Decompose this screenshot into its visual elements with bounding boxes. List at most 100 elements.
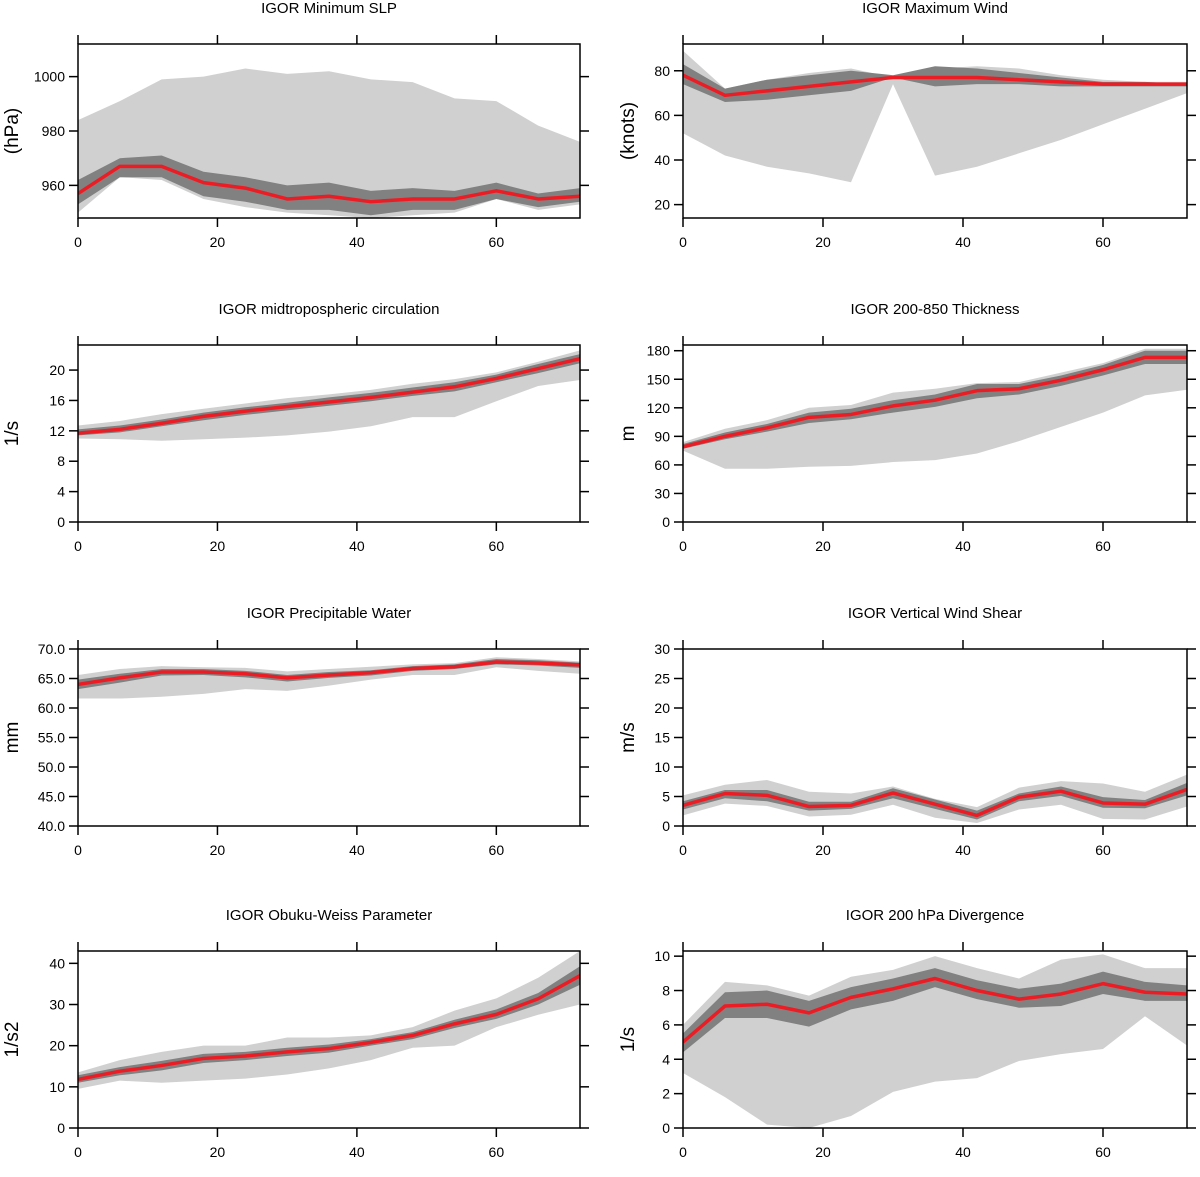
- x-tick-label: 60: [1095, 1144, 1111, 1160]
- x-tick-label: 20: [815, 234, 831, 250]
- y-axis-label: (hPa): [2, 108, 23, 154]
- plot-area: [78, 68, 580, 218]
- chart-title: IGOR 200 hPa Divergence: [846, 907, 1024, 924]
- x-tick-label: 60: [1095, 842, 1111, 858]
- y-tick-label: 10: [654, 759, 670, 775]
- x-tick-label: 40: [349, 234, 365, 250]
- plot-frame: [682, 43, 1188, 219]
- x-tick-label: 20: [210, 842, 226, 858]
- x-tick-label: 60: [1095, 538, 1111, 554]
- plot-area: [683, 50, 1187, 183]
- y-tick-label: 15: [654, 730, 670, 746]
- y-tick-label: 30: [654, 485, 670, 501]
- mean-line: [683, 355, 1187, 449]
- panel-4: 0 20 40 60 0 30 60 90 120 150 180 IGOR 200-850 Thic…: [618, 301, 1196, 554]
- y-tick-label: 80: [654, 63, 670, 79]
- chart-title: IGOR Obuku-Weiss Parameter: [226, 907, 432, 924]
- x-tick-label: 20: [210, 1144, 226, 1160]
- mean-line: [78, 660, 580, 687]
- x-tick-label: 20: [815, 842, 831, 858]
- y-tick-label: 5: [662, 789, 670, 805]
- x-tick-label: 40: [349, 842, 365, 858]
- x-tick-label: 0: [679, 234, 687, 250]
- x-tick-label: 0: [74, 842, 82, 858]
- y-tick-label: 960: [42, 177, 66, 193]
- y-tick-label: 8: [57, 453, 65, 469]
- y-tick-label: 20: [49, 362, 65, 378]
- panel-2: 0 20 40 60 20 40 60 80 IGOR Maximum Wind (knots): [618, 0, 1196, 250]
- x-tick-label: 20: [210, 234, 226, 250]
- mean-line: [683, 976, 1187, 1044]
- chart-title: IGOR 200-850 Thickness: [851, 301, 1020, 318]
- y-tick-label: 25: [654, 671, 670, 687]
- x-tick-label: 40: [955, 538, 971, 554]
- y-tick-label: 120: [647, 400, 671, 416]
- y-axis-label: m: [618, 426, 639, 442]
- panel-3: 0 20 40 60 0 4 8 12 16 20 IGOR midtropospheric cir…: [2, 301, 589, 554]
- y-tick-label: 10: [654, 948, 670, 964]
- y-tick-label: 180: [647, 343, 671, 359]
- x-tick-label: 0: [74, 1144, 82, 1160]
- y-tick-label: 0: [57, 1120, 65, 1136]
- plot-area: [683, 774, 1187, 824]
- x-tick-label: 0: [679, 1144, 687, 1160]
- y-axis-label: (knots): [618, 102, 639, 160]
- y-axis-label: mm: [2, 722, 23, 754]
- panel-7: 0 20 40 60 0 10 20 30 40 IGOR Obuku-Weiss Paramet…: [2, 907, 589, 1160]
- y-tick-label: 30: [49, 997, 65, 1013]
- y-tick-label: 30: [654, 641, 670, 657]
- y-tick-label: 10: [49, 1079, 65, 1095]
- plot-area: [78, 350, 580, 441]
- x-tick-label: 40: [955, 842, 971, 858]
- x-tick-label: 60: [489, 538, 505, 554]
- plot-area: [78, 951, 580, 1089]
- x-tick-label: 60: [1095, 234, 1111, 250]
- x-tick-label: 20: [815, 1144, 831, 1160]
- panel-1: 0 20 40 60 960 980 1000 IGOR Minimum SLP (hPa): [2, 0, 589, 250]
- mean-line: [78, 356, 580, 435]
- y-tick-label: 20: [49, 1038, 65, 1054]
- x-tick-label: 60: [489, 1144, 505, 1160]
- mean-line: [683, 787, 1187, 818]
- plot-frame: [682, 950, 1188, 1129]
- y-tick-label: 65.0: [38, 671, 65, 687]
- y-tick-label: 60: [654, 107, 670, 123]
- plot-area: [683, 954, 1187, 1128]
- y-tick-label: 20: [654, 700, 670, 716]
- chart-title: IGOR Minimum SLP: [261, 0, 397, 17]
- panel-6: 0 20 40 60 0 5 10 15 20 25 30 IGOR Vertical Wind Sh…: [618, 605, 1196, 858]
- y-tick-label: 0: [662, 818, 670, 834]
- plot-frame: [682, 344, 1188, 523]
- y-tick-label: 60: [654, 457, 670, 473]
- y-tick-label: 20: [654, 197, 670, 213]
- x-tick-label: 20: [815, 538, 831, 554]
- inner-range-band: [683, 968, 1187, 1053]
- panel-8: 0 20 40 60 0 2 4 6 8 10 IGOR 200 hPa Divergence 1/s: [618, 907, 1196, 1160]
- chart-title: IGOR midtropospheric circulation: [219, 301, 440, 318]
- x-tick-label: 40: [955, 234, 971, 250]
- y-tick-label: 60.0: [38, 700, 65, 716]
- x-tick-label: 60: [489, 234, 505, 250]
- y-tick-label: 12: [49, 423, 65, 439]
- y-tick-label: 70.0: [38, 641, 65, 657]
- panel-5: 0 20 40 60 40.0 45.0 50.0 55.0 60.0 65.0 70.0 IGOR …: [2, 605, 589, 858]
- inner-range-band: [683, 64, 1187, 102]
- plot-frame: [77, 344, 581, 523]
- y-tick-label: 40: [654, 152, 670, 168]
- y-tick-label: 40.0: [38, 818, 65, 834]
- x-tick-label: 0: [74, 234, 82, 250]
- y-tick-label: 90: [654, 428, 670, 444]
- y-tick-label: 0: [662, 1120, 670, 1136]
- x-tick-label: 20: [210, 538, 226, 554]
- x-tick-label: 0: [679, 538, 687, 554]
- x-tick-label: 60: [489, 842, 505, 858]
- y-tick-label: 50.0: [38, 759, 65, 775]
- y-tick-label: 6: [662, 1017, 670, 1033]
- y-tick-label: 980: [42, 123, 66, 139]
- y-tick-label: 4: [57, 484, 65, 500]
- y-tick-label: 0: [662, 514, 670, 530]
- y-axis-label: 1/s: [2, 421, 23, 446]
- y-tick-label: 40: [49, 955, 65, 971]
- mean-line: [683, 73, 1187, 98]
- y-tick-label: 16: [49, 392, 65, 408]
